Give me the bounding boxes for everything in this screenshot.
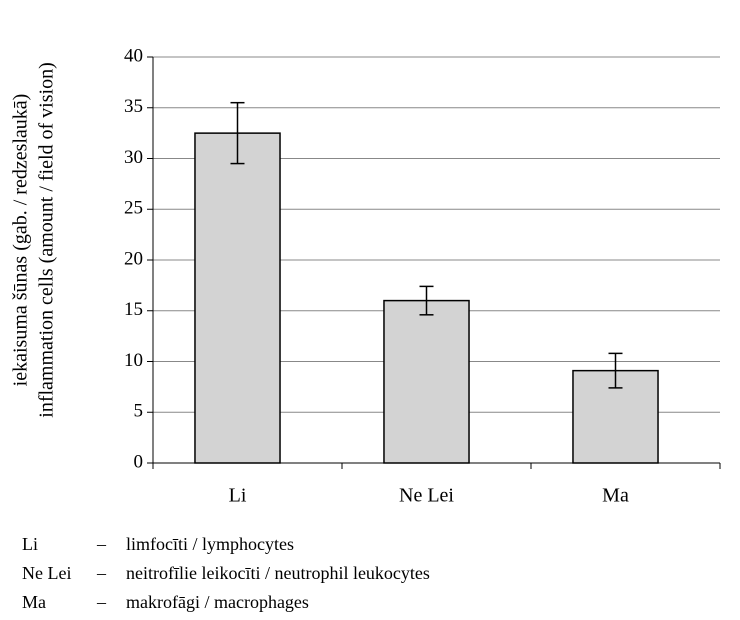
y-tick-label: 30: [124, 147, 143, 168]
y-tick-label: 25: [124, 198, 143, 219]
bar: [383, 299, 470, 464]
y-tick-label: 0: [134, 451, 144, 472]
note-sep: –: [96, 534, 107, 554]
x-tick-label: Li: [229, 485, 247, 507]
note-sep: –: [96, 563, 107, 583]
note-abbr: Li: [22, 534, 38, 554]
y-tick-label: 20: [124, 248, 143, 269]
x-tick-label: Ma: [602, 485, 629, 507]
y-tick-label: 5: [134, 401, 144, 422]
y-tick-label: 15: [124, 299, 143, 320]
y-axis-label: inflammation cells (amount / field of vi…: [36, 62, 58, 417]
y-tick-label: 10: [124, 350, 143, 371]
bar: [194, 132, 281, 464]
y-tick-label: 40: [124, 45, 143, 66]
note-sep: –: [96, 592, 107, 612]
note-abbr: Ne Lei: [22, 563, 71, 583]
y-tick-label: 35: [124, 96, 143, 117]
note-desc: makrofāgi / macrophages: [126, 592, 309, 612]
note-desc: neitrofīlie leikocīti / neutrophil leuko…: [126, 563, 430, 583]
y-axis-label: iekaisuma šūnas (gab. / redzeslaukā): [10, 94, 32, 387]
note-desc: limfocīti / lymphocytes: [126, 534, 294, 554]
x-tick-label: Ne Lei: [399, 485, 454, 507]
note-abbr: Ma: [22, 592, 46, 612]
